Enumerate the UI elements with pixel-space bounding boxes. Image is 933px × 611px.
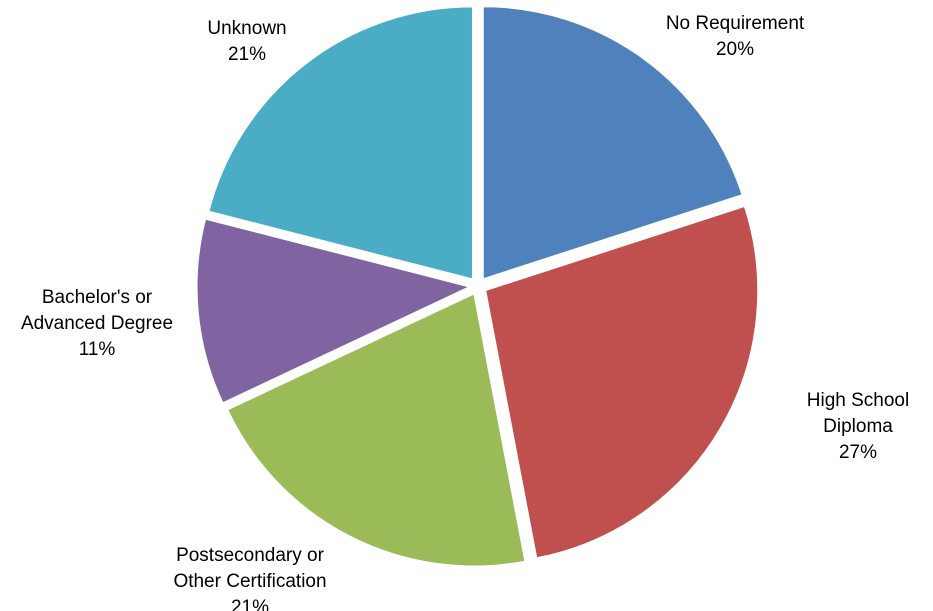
pie-labels: No Requirement 20% High School Diploma 27% Po… (21, 13, 909, 611)
slice-label: Bachelor's or Advanced Degree 11% (21, 287, 173, 360)
slice-category-label: Other Certification (173, 571, 326, 592)
slice-label: No Requirement 20% (666, 13, 805, 60)
slice-label: High School Diploma 27% (807, 390, 909, 463)
slice-category-label: Unknown (207, 18, 286, 39)
pie-slice-unknown (208, 6, 473, 280)
pie-slice-high-school-diploma (485, 205, 759, 559)
pie-slices (196, 6, 759, 567)
slice-value-label: 11% (79, 339, 116, 360)
pie-slice-postsecondary-or-other-certification (227, 293, 526, 567)
pie-slice-no-requirement (482, 6, 743, 280)
slice-category-label: Diploma (823, 416, 893, 437)
slice-value-label: 20% (716, 39, 754, 60)
pie-slice-bachelor-s-or-advanced-degree (196, 218, 471, 404)
slice-value-label: 27% (839, 442, 877, 463)
slice-label: Unknown 21% (207, 18, 286, 65)
slice-category-label: Postsecondary or (176, 545, 325, 566)
slice-value-label: 21% (231, 597, 269, 611)
slice-value-label: 21% (228, 44, 266, 65)
slice-category-label: High School (807, 390, 909, 411)
slice-category-label: Advanced Degree (21, 313, 173, 334)
slice-category-label: Bachelor's or (42, 287, 153, 308)
slice-category-label: No Requirement (666, 13, 805, 34)
slice-label: Postsecondary or Other Certification 21% (173, 545, 326, 611)
